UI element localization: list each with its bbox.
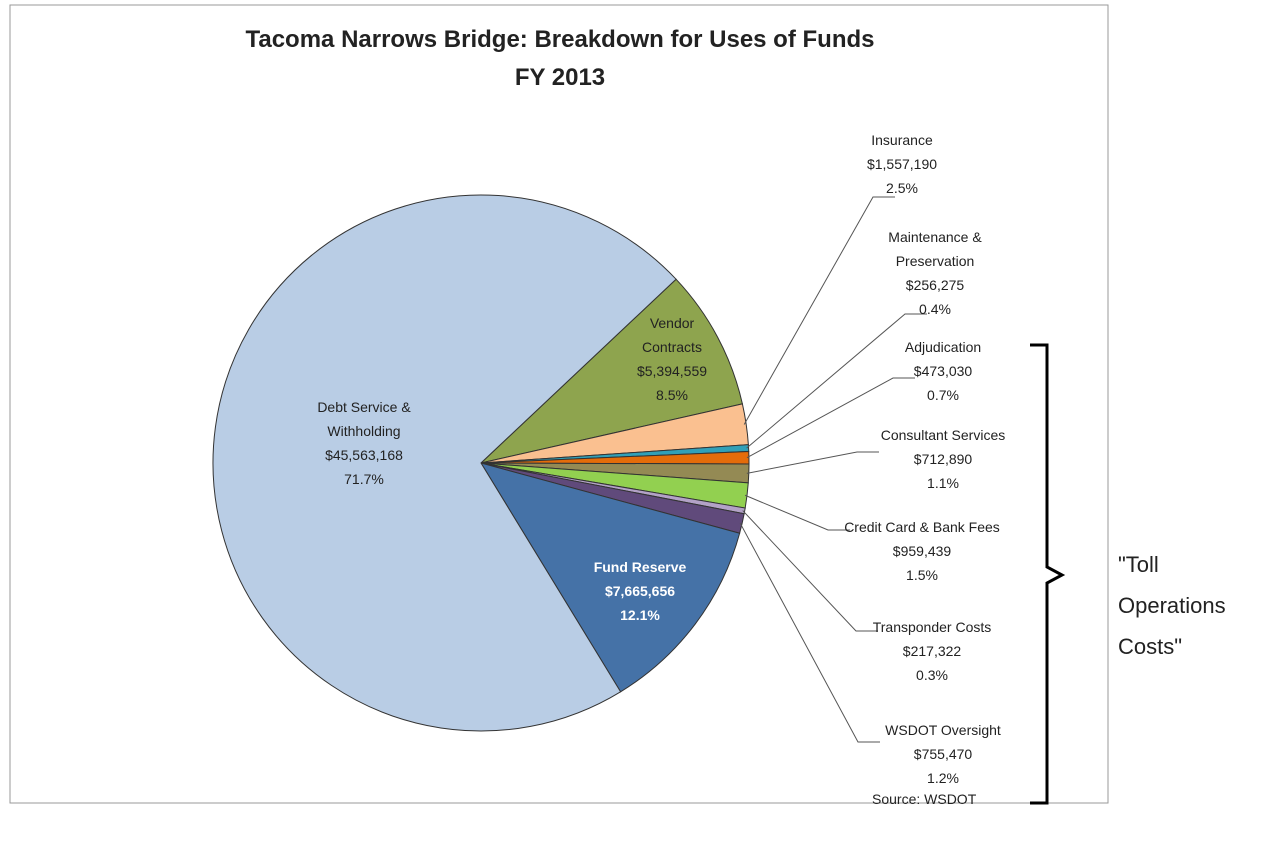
slice-label: WSDOT Oversight $755,470 1.2%: [885, 722, 1001, 786]
value-label: $473,030: [914, 363, 973, 379]
leader-line: [746, 313, 927, 449]
leader-line: [746, 377, 915, 459]
percent-label: 8.5%: [656, 387, 688, 403]
value-label: $7,665,656: [605, 583, 675, 599]
slice-name: Credit Card & Bank Fees: [844, 519, 1000, 535]
pie-slice: [212, 194, 677, 732]
leader-line: [744, 494, 850, 531]
percent-label: 1.1%: [927, 475, 959, 491]
slice-name: Transponder Costs: [873, 619, 992, 635]
percent-label: 1.5%: [906, 567, 938, 583]
percent-label: 0.4%: [919, 301, 951, 317]
pie-slice: [479, 278, 743, 464]
value-label: $1,557,190: [867, 156, 937, 172]
pie-slice: [479, 462, 741, 693]
percent-label: 0.3%: [916, 667, 948, 683]
leader-line: [739, 522, 880, 743]
slice-name: WSDOT Oversight: [885, 722, 1001, 738]
slice-name: Fund Reserve: [594, 559, 687, 575]
slice-label: Maintenance & Preservation $256,275 0.4%: [888, 229, 982, 317]
percent-label: 1.2%: [927, 770, 959, 786]
leader-line: [743, 196, 895, 425]
slice-label: Fund Reserve $7,665,656 12.1%: [594, 559, 687, 623]
slice-name: Insurance: [871, 132, 933, 148]
percent-label: 2.5%: [886, 180, 918, 196]
value-label: $217,322: [903, 643, 962, 659]
slice-label: Consultant Services $712,890 1.1%: [881, 427, 1006, 491]
slice-name: Vendor Contracts: [642, 315, 702, 355]
percent-label: 71.7%: [344, 471, 384, 487]
percent-label: 12.1%: [620, 607, 660, 623]
leader-line: [742, 510, 878, 632]
source-note: Source: WSDOT: [872, 791, 977, 807]
chart-subtitle: FY 2013: [515, 64, 605, 91]
value-label: $5,394,559: [637, 363, 707, 379]
value-label: $755,470: [914, 746, 973, 762]
slice-label: Vendor Contracts $5,394,559 8.5%: [637, 315, 707, 403]
leader-line: [746, 451, 879, 474]
bracket: [1030, 343, 1066, 805]
value-label: $712,890: [914, 451, 973, 467]
slice-name: Maintenance & Preservation: [888, 229, 982, 269]
value-label: $959,439: [893, 543, 952, 559]
chart-title: Tacoma Narrows Bridge: Breakdown for Use…: [245, 26, 874, 53]
percent-label: 0.7%: [927, 387, 959, 403]
slice-label: Transponder Costs $217,322 0.3%: [873, 619, 992, 683]
value-label: $256,275: [906, 277, 965, 293]
slice-label: Debt Service & Withholding $45,563,168 71.7…: [317, 399, 411, 487]
slice-name: Debt Service & Withholding: [317, 399, 411, 439]
slice-label: Insurance $1,557,190 2.5%: [867, 132, 937, 196]
slice-name: Adjudication: [905, 339, 981, 355]
annotation: "Toll Operations Costs": [1118, 552, 1226, 659]
slice-label: Adjudication $473,030 0.7%: [905, 339, 981, 403]
slice-label: Credit Card & Bank Fees $959,439 1.5%: [844, 519, 1000, 583]
slice-name: Consultant Services: [881, 427, 1006, 443]
value-label: $45,563,168: [325, 447, 403, 463]
